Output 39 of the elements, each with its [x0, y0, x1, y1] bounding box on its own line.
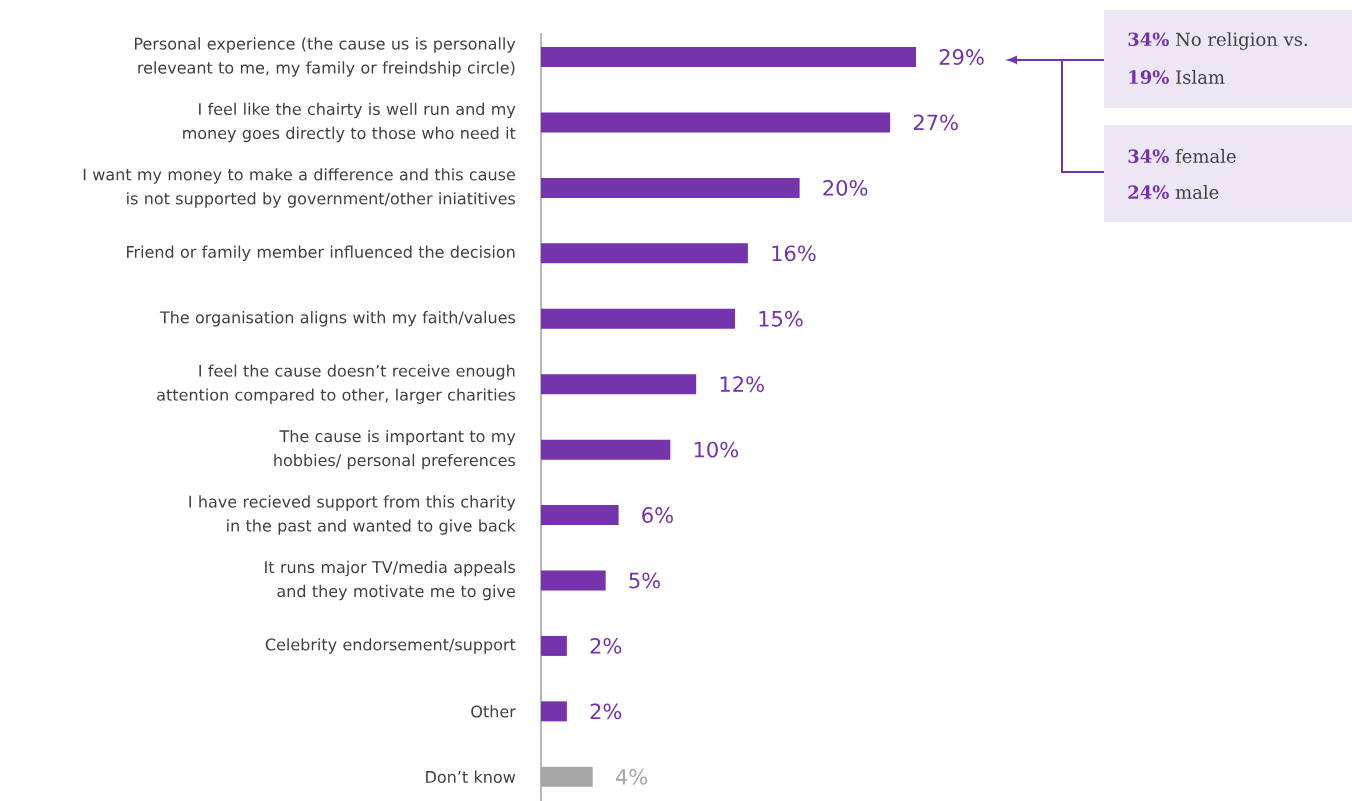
bar — [541, 570, 606, 591]
data-label: 27% — [913, 114, 958, 131]
bar — [541, 439, 671, 460]
data-label: 2% — [590, 703, 622, 720]
bar — [541, 635, 567, 656]
bar — [541, 112, 891, 133]
bar — [541, 308, 735, 329]
data-label: 6% — [642, 507, 673, 523]
y-tick-label: I have recieved support from this charity in the past and wanted to give back — [189, 495, 516, 535]
bar — [541, 701, 567, 722]
data-label: 5% — [629, 572, 660, 589]
data-label: 12% — [720, 376, 764, 393]
y-tick-label: Other — [471, 705, 516, 718]
bar — [541, 177, 800, 198]
y-tick-label: Friend or family member influenced the decision — [127, 245, 515, 262]
data-label: 29% — [939, 49, 984, 65]
y-tick-label: The cause is important to my hobbies/ personal preferences — [274, 429, 516, 470]
text: 34% female — [1128, 149, 1236, 163]
text: 34% No religion vs. — [1128, 32, 1308, 50]
y-tick-label: I feel like the chairty is well run and my money goes directly to those who need it — [183, 102, 516, 143]
bar — [541, 374, 697, 395]
text: 24% male — [1128, 185, 1219, 199]
data-label: 16% — [772, 245, 816, 262]
text: 19% Islam — [1129, 70, 1225, 84]
y-tick-label: Celebrity endorsement/support — [265, 638, 516, 654]
data-label: 4% — [615, 768, 648, 785]
bar — [541, 505, 619, 526]
y-tick-label: The organisation aligns with my faith/values — [159, 311, 516, 327]
data-label: 10% — [694, 441, 739, 458]
y-tick-label: I feel the cause doesn’t receive enough attention compared to other, larger charities — [157, 364, 516, 404]
y-tick-label: Don’t know — [426, 770, 516, 783]
data-label: 20% — [823, 179, 868, 196]
bar — [541, 243, 748, 264]
y-tick-label: Personal experience (the cause us is personally releveant to me, my family or freindship circle) — [134, 37, 516, 77]
y-tick-label: I want my money to make a difference and this cause is not supported by government/other iniatitives — [83, 168, 516, 208]
data-label: 2% — [590, 637, 622, 654]
bar — [541, 47, 916, 68]
data-label: 15% — [759, 310, 803, 327]
y-tick-label: It runs major TV/media appeals and they motivate me to give — [265, 560, 516, 601]
